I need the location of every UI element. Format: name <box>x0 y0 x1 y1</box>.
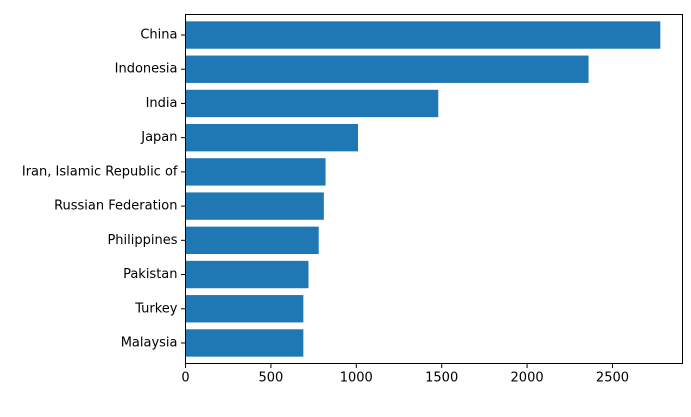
y-tick-label: Turkey <box>134 301 178 316</box>
x-tick-label: 2000 <box>511 371 544 386</box>
y-tick-label: India <box>146 96 178 111</box>
x-tick-label: 1500 <box>425 371 458 386</box>
y-tick-label: Malaysia <box>121 335 178 350</box>
x-tick-label: 2500 <box>596 371 629 386</box>
y-tick-labels: China Indonesia India Japan Iran, Islamic Re… <box>22 28 186 350</box>
y-tick-label: Russian Federation <box>54 199 177 214</box>
bar-malaysia <box>185 329 304 357</box>
bar-pakistan <box>185 260 309 289</box>
y-tick-label: China <box>140 28 177 43</box>
x-tick-label: 500 <box>258 371 283 386</box>
bar-japan <box>185 123 358 152</box>
bar-india <box>185 89 439 118</box>
y-tick-label: Iran, Islamic Republic of <box>22 164 178 179</box>
bar-china <box>185 21 661 49</box>
axes-frame <box>185 14 683 364</box>
y-tick-label: Indonesia <box>115 62 178 77</box>
y-tick-label: Pakistan <box>123 267 177 282</box>
bars-layer <box>185 21 661 357</box>
y-tick-label: Philippines <box>107 233 177 248</box>
y-tick-label: Japan <box>140 130 177 145</box>
x-tick-label: 0 <box>181 371 189 386</box>
x-ticks: 0 500 1000 1500 2000 2500 <box>181 363 629 386</box>
bar-iran-islamic-republic-of <box>185 158 326 186</box>
bar-russian-federation <box>185 192 324 220</box>
x-tick-label: 1000 <box>340 371 373 386</box>
bar-turkey <box>185 295 304 323</box>
bar-philippines <box>185 226 319 255</box>
bar-indonesia <box>185 55 589 83</box>
